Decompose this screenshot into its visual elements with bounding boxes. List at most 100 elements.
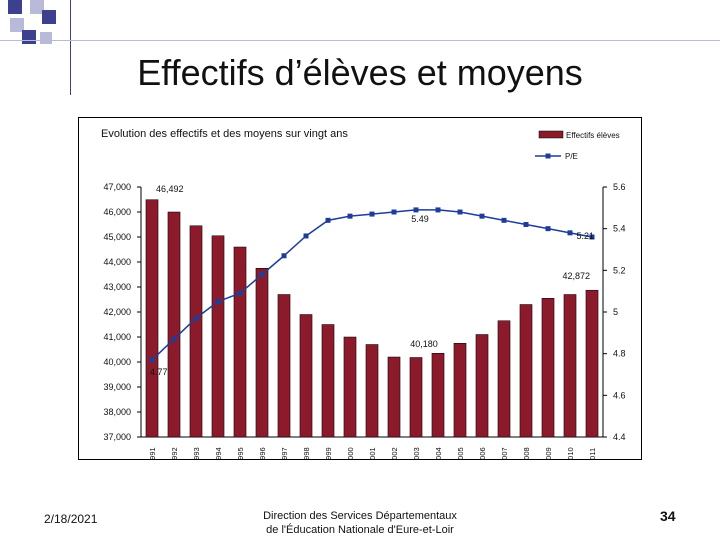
line-point-1996: [259, 272, 265, 277]
corner-square-3: [42, 10, 56, 24]
data-label-bar-2011: 42,872: [562, 271, 590, 281]
x-tick-label-2004: 2004: [434, 447, 443, 459]
bar-2009: [541, 298, 555, 438]
right-axis-tick-label: 5: [613, 307, 618, 317]
x-tick-label-2009: 2009: [544, 447, 553, 459]
data-label-line-2003: 5.49: [411, 214, 429, 224]
line-point-2007: [501, 217, 507, 223]
x-tick-label-1995: 1995: [236, 447, 245, 459]
x-tick-label-1997: 1997: [280, 447, 289, 459]
bar-1991: [145, 199, 159, 438]
left-axis-tick-label: 40,000: [103, 357, 131, 367]
line-point-2010: [567, 230, 573, 236]
x-tick-label-2006: 2006: [478, 447, 487, 459]
line-point-2008: [523, 222, 529, 227]
line-point-1994: [215, 299, 221, 305]
corner-vertical-rule: [70, 0, 71, 95]
left-axis-tick-label: 43,000: [103, 282, 131, 292]
x-tick-label-2002: 2002: [390, 447, 399, 459]
data-label-line-2011: 5.21: [576, 231, 594, 241]
line-point-2009: [545, 226, 551, 232]
bar-2010: [563, 294, 577, 438]
corner-square-6: [40, 32, 52, 44]
bar-2006: [475, 334, 489, 438]
x-tick-label-1992: 1992: [170, 447, 179, 459]
legend-swatch-bar: [538, 130, 564, 139]
x-tick-label-1994: 1994: [214, 447, 223, 459]
x-tick-label-2010: 2010: [566, 447, 575, 459]
x-tick-label-2001: 2001: [368, 447, 377, 459]
bar-1992: [167, 211, 181, 438]
line-point-2004: [435, 207, 441, 213]
footer-org-line-1: Direction des Services Départementaux: [263, 510, 457, 522]
line-point-2000: [347, 213, 353, 219]
bar-2001: [365, 344, 379, 438]
left-axis-tick-label: 44,000: [103, 257, 131, 267]
line-point-1997: [281, 253, 287, 259]
x-tick-label-1993: 1993: [192, 447, 201, 459]
legend-label-bar: Effectifs élèves: [566, 131, 620, 140]
chart-frame: Evolution des effectifs et des moyens su…: [78, 117, 642, 464]
right-axis-tick-label: 4.8: [613, 349, 626, 359]
corner-square-2: [30, 0, 44, 14]
bar-1998: [299, 314, 313, 438]
bar-2008: [519, 304, 533, 438]
x-tick-label-2011: 2011: [588, 448, 597, 459]
chart-title: Evolution des effectifs et des moyens su…: [101, 128, 348, 140]
line-point-1995: [237, 290, 243, 296]
x-tick-label-2005: 2005: [456, 447, 465, 459]
left-axis-tick-label: 37,000: [103, 432, 131, 442]
right-axis-tick-label: 5.6: [613, 182, 626, 192]
bar-2005: [453, 343, 467, 438]
line-point-2002: [391, 209, 397, 215]
x-tick-label-2003: 2003: [412, 447, 421, 459]
footer-org-line-2: de l'Éducation Nationale d'Eure-et-Loir: [266, 524, 454, 536]
bar-2002: [387, 356, 401, 438]
corner-square-1: [8, 0, 22, 14]
data-label-bar-2003: 40,180: [410, 339, 438, 349]
bar-2000: [343, 336, 357, 438]
bar-1999: [321, 324, 335, 438]
bar-1997: [277, 294, 291, 438]
line-point-2011: [589, 234, 595, 240]
bar-1995: [233, 246, 247, 438]
line-point-2003: [413, 207, 419, 213]
left-axis-tick-label: 47,000: [103, 182, 131, 192]
corner-horizontal-rule: [0, 40, 720, 41]
line-point-2006: [479, 213, 485, 219]
data-label-line-1991: 4.77: [150, 367, 168, 377]
bar-2011: [585, 289, 599, 438]
line-point-1991: [149, 357, 155, 363]
chart-svg: Evolution des effectifs et des moyens su…: [101, 128, 626, 464]
x-tick-label-2000: 2000: [346, 447, 355, 459]
line-point-1992: [171, 336, 177, 342]
x-tick-label-1996: 1996: [258, 447, 267, 459]
bar-2003: [409, 357, 423, 438]
bar-1993: [189, 225, 203, 438]
corner-square-4: [10, 18, 24, 32]
right-axis-tick-label: 5.2: [613, 265, 626, 275]
left-axis-tick-label: 45,000: [103, 232, 131, 242]
line-point-1993: [193, 315, 199, 321]
x-tick-label-1991: 1991: [148, 447, 157, 459]
legend-marker-line: [545, 153, 551, 159]
slide-title: Effectifs d’élèves et moyens: [137, 52, 583, 93]
x-tick-label-2007: 2007: [500, 447, 509, 459]
x-tick-label-1999: 1999: [324, 447, 333, 459]
x-tick-label-2008: 2008: [522, 447, 531, 459]
line-point-1999: [325, 217, 331, 223]
data-label-bar-1991: 46,492: [156, 184, 184, 194]
bar-2004: [431, 353, 445, 438]
left-axis-tick-label: 38,000: [103, 407, 131, 417]
line-point-1998: [303, 233, 309, 239]
line-point-2001: [369, 211, 375, 217]
bar-1994: [211, 235, 225, 438]
page-number: 34: [660, 508, 676, 524]
right-axis-tick-label: 5.4: [613, 224, 626, 234]
corner-square-5: [22, 30, 36, 44]
left-axis-tick-label: 46,000: [103, 207, 131, 217]
footer-organisation: Direction des Services Départementaux de…: [230, 509, 490, 537]
bar-2007: [497, 320, 511, 438]
bar-1996: [255, 268, 269, 438]
left-axis-tick-label: 42,000: [103, 307, 131, 317]
